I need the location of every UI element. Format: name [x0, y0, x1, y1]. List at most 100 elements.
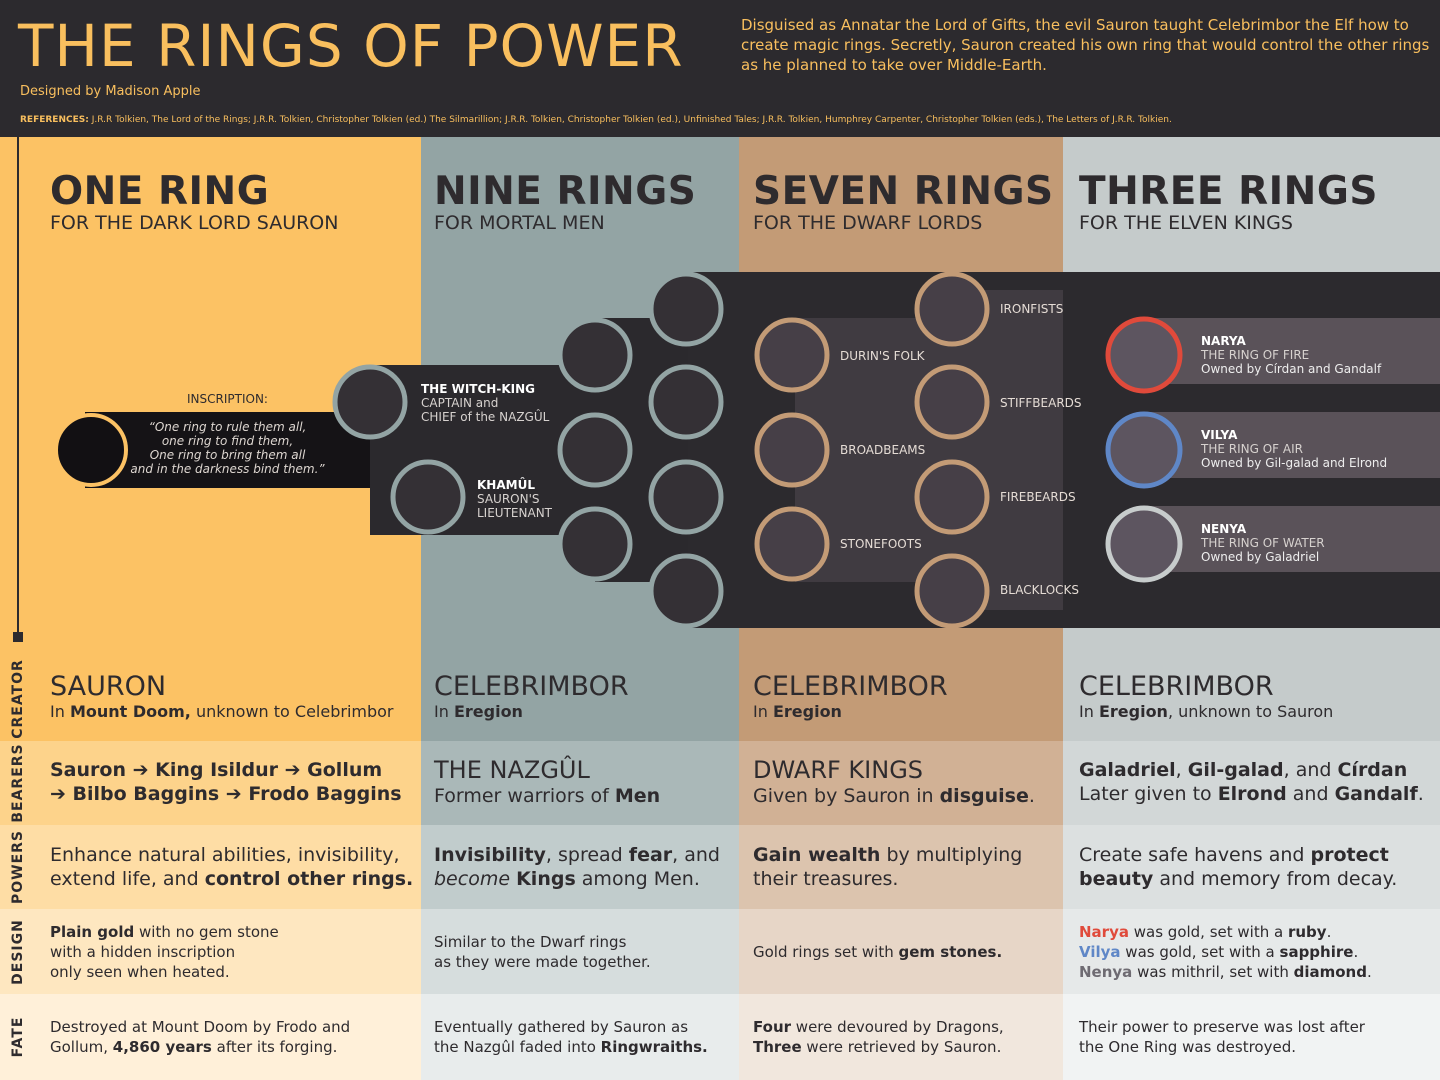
narya-name: NARYA — [1201, 334, 1246, 348]
powers-italic: become — [434, 868, 511, 890]
design-text: . — [1326, 923, 1332, 941]
bearers-bold: disguise — [939, 785, 1029, 807]
references: REFERENCES: J.R.R Tolkien, The Lord of t… — [20, 115, 1172, 125]
powers-text: and memory from decay. — [1153, 868, 1398, 890]
powers-text: among Men. — [575, 868, 700, 890]
powers-bold: Kings — [516, 868, 576, 890]
design-line: Similar to the Dwarf rings — [434, 933, 627, 951]
vilya-name: VILYA — [1201, 428, 1238, 442]
references-text: J.R.R Tolkien, The Lord of the Rings; J.… — [91, 115, 1172, 125]
dwarf-house-label: STIFFBEARDS — [1000, 396, 1082, 410]
band-powers — [1063, 909, 1440, 994]
powers-bold: Gain wealth — [753, 844, 881, 866]
khamul-desc: LIEUTENANT — [477, 506, 552, 520]
vilya-label: VILYA THE RING OF AIR Owned by Gil-galad… — [1201, 428, 1387, 470]
creator-place: Eregion — [772, 702, 842, 721]
khamul-ring — [390, 459, 466, 535]
fate-seven: Four were devoured by Dragons, Three wer… — [753, 1017, 1004, 1057]
design-text: Gold rings set with — [753, 943, 899, 961]
design-text: was gold, set with a — [1120, 943, 1280, 961]
dwarf-house-label: FIREBEARDS — [1000, 490, 1076, 504]
powers-line: their treasures. — [753, 868, 899, 890]
fate-three: Their power to preserve was lost after t… — [1079, 1017, 1365, 1057]
powers-text: extend life, and — [50, 868, 205, 890]
creator-place: Mount Doom, — [69, 702, 191, 721]
narya-label: NARYA THE RING OF FIRE Owned by Círdan a… — [1201, 334, 1381, 376]
band-creator — [421, 741, 739, 825]
powers-text: , and — [672, 844, 720, 866]
band-bearers — [1063, 825, 1440, 909]
creator-name: CELEBRIMBOR — [753, 671, 948, 702]
creator-pre: In — [50, 702, 70, 721]
bearer-name: Gil-galad — [1187, 759, 1284, 781]
nenya-owner: Owned by Galadriel — [1201, 550, 1320, 564]
dwarf-ring-stonefoots — [754, 506, 830, 582]
bearers-text: . — [1417, 783, 1424, 805]
design-text: . — [1366, 963, 1372, 981]
creator-name: CELEBRIMBOR — [434, 671, 629, 702]
dwarf-ring-durins-folk — [754, 317, 830, 393]
inscription-line: “One ring to rule them all, — [148, 420, 307, 434]
powers-one: Enhance natural abilities, invisibility,… — [50, 843, 413, 891]
witch-king-ring — [332, 364, 408, 440]
creator-place: Eregion — [453, 702, 523, 721]
fate-text: were devoured by Dragons, — [791, 1018, 1004, 1036]
column-title: THREE RINGS — [1079, 169, 1378, 214]
dwarf-ring-blacklocks — [914, 553, 990, 629]
fate-text: were retrieved by Sauron. — [801, 1038, 1002, 1056]
fate-line: the One Ring was destroyed. — [1079, 1038, 1296, 1056]
creator-nine: CELEBRIMBOR In Eregion — [434, 672, 629, 722]
designer-credit: Designed by Madison Apple — [20, 84, 201, 99]
powers-bold: Invisibility — [434, 844, 546, 866]
band-bearers — [739, 825, 1063, 909]
column-one-ring: ONE RING FOR THE DARK LORD SAURON — [0, 137, 421, 1080]
design-text: was gold, set with a — [1128, 923, 1288, 941]
inscription-label: INSCRIPTION: — [187, 392, 268, 406]
powers-bold: protect — [1310, 844, 1389, 866]
band-creator — [1063, 741, 1440, 825]
bearers-line: Sauron ➔ King Isildur ➔ Gollum — [50, 759, 383, 781]
nazgul-ring — [648, 459, 724, 535]
dwarf-ring-ironfists — [914, 271, 990, 347]
fate-text: after its forging. — [211, 1038, 338, 1056]
bearer-name: Círdan — [1337, 759, 1408, 781]
bearer-name: Galadriel — [1079, 759, 1176, 781]
khamul-desc: SAURON'S — [477, 492, 540, 506]
bearers-title: THE NAZGÛL — [434, 756, 590, 784]
bearers-nine: THE NAZGÛL Former warriors of Men — [434, 756, 660, 808]
dwarf-house-label: BLACKLOCKS — [1000, 583, 1080, 597]
design-three: Narya was gold, set with a ruby. Vilya w… — [1079, 922, 1372, 982]
creator-pre: In — [753, 702, 773, 721]
bearer-name: Elrond — [1217, 783, 1287, 805]
khamul-name: KHAMÛL — [477, 478, 535, 492]
creator-one: SAURON In Mount Doom, unknown to Celebri… — [50, 672, 394, 722]
nazgul-ring — [648, 271, 724, 347]
powers-three: Create safe havens and protect beauty an… — [1079, 843, 1397, 891]
design-bold: ruby — [1287, 923, 1327, 941]
column-nine-rings: NINE RINGS FOR MORTAL MEN — [421, 137, 739, 1080]
spine-end-marker — [13, 632, 23, 642]
powers-nine: Invisibility, spread fear, and become Ki… — [434, 843, 720, 891]
column-title: ONE RING — [50, 169, 270, 214]
witch-king-desc: CHIEF of the NAZGÛL — [421, 410, 550, 424]
witch-king-desc: CAPTAIN and — [421, 396, 499, 410]
one-ring-bar — [85, 412, 424, 488]
band-creator — [0, 741, 421, 825]
bearers-text: , and — [1283, 759, 1338, 781]
bearers-text: Former warriors of — [434, 785, 615, 807]
fate-line: Destroyed at Mount Doom by Frodo and — [50, 1018, 351, 1036]
design-one: Plain gold with no gem stone with a hidd… — [50, 922, 279, 982]
nazgul-ring — [648, 553, 724, 629]
creator-post: unknown to Celebrimbor — [190, 702, 394, 721]
dwarf-house-label: BROADBEAMS — [840, 443, 926, 457]
nazgul-ring — [648, 364, 724, 440]
creator-name: CELEBRIMBOR — [1079, 671, 1274, 702]
design-bold: sapphire — [1279, 943, 1354, 961]
nazgul-ring — [557, 506, 633, 582]
fate-text: Gollum, — [50, 1038, 113, 1056]
narya-ring — [1105, 316, 1183, 394]
design-line: with a hidden inscription — [50, 943, 236, 961]
one-ring-circle — [54, 413, 128, 487]
nenya-ring — [1105, 505, 1183, 583]
nenya-name: NENYA — [1201, 522, 1247, 536]
